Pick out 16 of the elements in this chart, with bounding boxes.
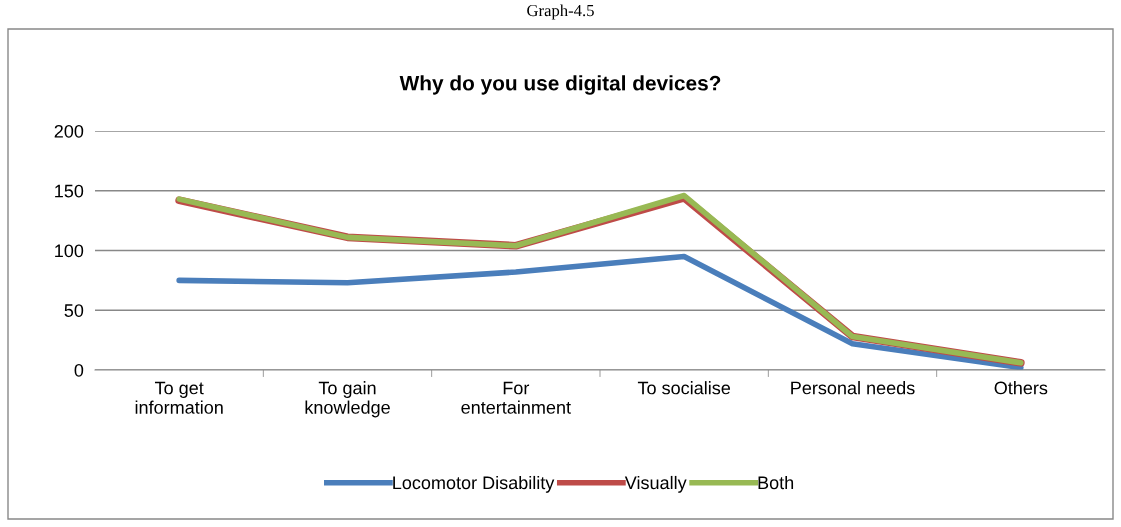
legend-label: Locomotor Disability bbox=[393, 475, 555, 493]
legend-label: Both bbox=[758, 475, 794, 490]
x-tick-label: For entertainment bbox=[461, 381, 571, 414]
y-tick-label: 0 bbox=[74, 363, 84, 377]
y-tick-label: 150 bbox=[55, 184, 84, 198]
chart-title: Why do you use digital devices? bbox=[399, 75, 721, 95]
y-tick-label: 200 bbox=[54, 124, 84, 138]
x-tick-label: Personal needs bbox=[791, 381, 915, 395]
x-tick-label: To gain knowledge bbox=[305, 381, 390, 418]
x-tick-label: Others bbox=[994, 381, 1048, 395]
x-tick-label: To socialise bbox=[637, 381, 731, 395]
text: Graph-4.5 bbox=[527, 4, 594, 20]
legend-label: Visually bbox=[624, 475, 687, 493]
y-tick-label: 50 bbox=[64, 304, 84, 317]
y-tick-label: 100 bbox=[55, 244, 84, 258]
x-tick-label: To get information bbox=[135, 381, 223, 414]
